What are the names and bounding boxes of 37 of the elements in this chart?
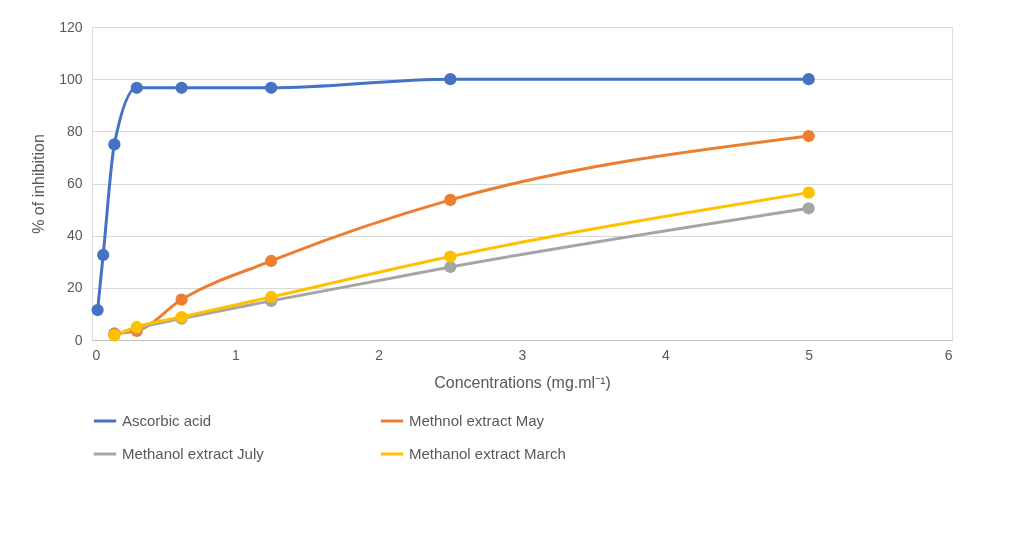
y-tick-label: 100	[59, 70, 83, 87]
point	[802, 73, 815, 86]
y-tick-label: 0	[74, 331, 83, 348]
y-tick-label: 120	[59, 18, 83, 35]
x-tick-label: 2	[375, 346, 384, 363]
x-tick-label: 0	[92, 346, 101, 363]
point	[265, 81, 278, 94]
y-tick-label: 80	[66, 122, 83, 139]
y-tick-label: 20	[66, 279, 83, 296]
point	[97, 248, 110, 262]
point	[444, 73, 457, 86]
legend-label: Methnol extract May	[409, 412, 545, 429]
point	[444, 193, 457, 207]
point	[130, 81, 143, 94]
point	[444, 260, 457, 274]
point	[802, 186, 815, 199]
y-axis-title: % of inhibition	[30, 134, 48, 234]
point	[91, 303, 104, 317]
x-tick-label: 5	[805, 346, 814, 363]
x-tick-label: 3	[518, 346, 527, 363]
point	[802, 129, 815, 143]
point	[444, 250, 457, 263]
x-tick-label: 1	[231, 346, 240, 363]
x-tick-label: 4	[661, 346, 670, 363]
point	[175, 81, 188, 94]
point	[802, 202, 815, 215]
legend-label: Methanol extract July	[122, 445, 265, 462]
point	[175, 293, 188, 306]
y-tick-label: 40	[66, 227, 83, 244]
legend-label: Methanol extract March	[409, 445, 566, 462]
point	[265, 290, 278, 304]
legend-label: Ascorbic acid	[122, 412, 212, 429]
y-tick-label: 60	[66, 175, 83, 191]
x-tick-label: 6	[944, 346, 953, 363]
x-axis-title: Concentrations (mg.ml⁻¹)	[434, 373, 611, 391]
point	[108, 138, 121, 151]
point	[265, 254, 278, 268]
